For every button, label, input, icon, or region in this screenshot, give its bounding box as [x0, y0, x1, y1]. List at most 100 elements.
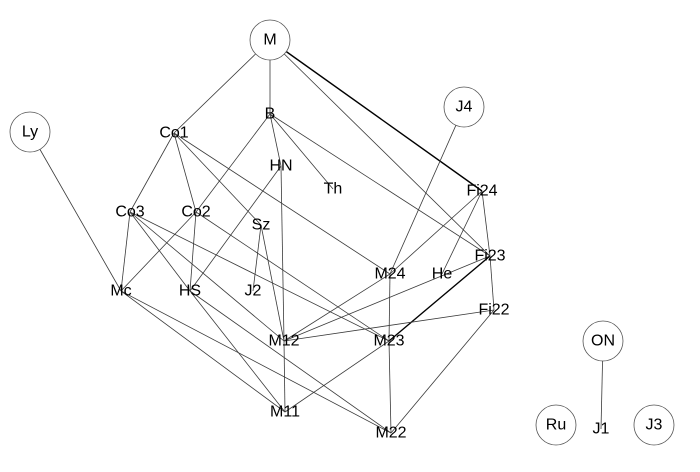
node-m24: M24	[374, 266, 405, 283]
edge-hn-m12	[280, 165, 285, 342]
edge-fi24-fi23	[481, 190, 491, 257]
edge-m-fi23	[269, 39, 491, 257]
edge-sz-j2	[252, 224, 262, 292]
node-fi24: Fi24	[466, 183, 497, 200]
node-label: J4	[456, 99, 473, 116]
edge-b-th	[269, 113, 334, 190]
node-b: B	[265, 106, 276, 123]
node-j3: J3	[633, 404, 675, 446]
node-on: ON	[582, 320, 624, 362]
node-hs: HS	[179, 283, 201, 300]
node-label: B	[265, 106, 276, 123]
node-layer: M B Co1 Ly J4 HN Th Fi24 Co3 Co2 Sz Fi23 He M24 Mc HS J2…	[9, 19, 675, 446]
edge-hs-m11	[189, 290, 286, 413]
node-fi23: Fi23	[474, 248, 505, 265]
edge-j4-m24	[389, 106, 465, 275]
edge-m24-m23	[388, 273, 391, 342]
node-label: ON	[591, 333, 615, 350]
node-m11: M11	[270, 404, 300, 421]
node-label: Co2	[181, 204, 210, 221]
edge-sz-m12	[260, 224, 285, 342]
node-co1: Co1	[159, 125, 188, 142]
edge-fi24-he	[441, 190, 483, 275]
node-label: HN	[269, 158, 292, 175]
edge-ly-mc	[29, 131, 122, 292]
node-label: J1	[593, 421, 610, 438]
edge-co1-co2	[173, 132, 197, 213]
edge-fi23-m12	[283, 255, 491, 342]
node-co2: Co2	[181, 204, 210, 221]
node-ly: Ly	[9, 111, 51, 153]
node-sz: Sz	[252, 217, 271, 234]
node-label: Co3	[115, 204, 144, 221]
edge-fi24-m24	[389, 190, 483, 275]
edge-m12-m11	[283, 340, 286, 413]
edge-co2-m23	[195, 211, 390, 342]
edge-fi23-m23	[388, 255, 491, 342]
node-circle	[582, 320, 624, 362]
edge-hs-m22	[189, 290, 392, 434]
node-circle	[633, 404, 675, 446]
edge-m-fi24	[269, 39, 483, 192]
node-circle	[249, 19, 291, 61]
node-he: He	[432, 266, 453, 283]
edge-m24-m12	[283, 273, 391, 342]
edge-b-co2	[195, 113, 271, 213]
edge-layer	[29, 39, 604, 434]
node-label: He	[432, 266, 453, 283]
node-label: J3	[646, 417, 663, 434]
node-label: Co1	[159, 125, 188, 142]
node-j4: J4	[443, 86, 485, 128]
edge-co2-mc	[120, 211, 197, 292]
node-label: Th	[324, 181, 343, 198]
edge-co3-mc	[120, 211, 131, 292]
edge-co3-m23	[129, 211, 390, 342]
node-label: Fi23	[474, 248, 505, 265]
edge-co3-m12	[129, 211, 285, 342]
node-th: Th	[324, 181, 343, 198]
node-m12: M12	[268, 333, 299, 350]
edge-fi22-m12	[283, 309, 495, 342]
edge-fi22-m22	[390, 309, 495, 434]
node-co3: Co3	[115, 204, 144, 221]
edge-fi23-fi22	[489, 255, 495, 311]
node-m22: M22	[375, 425, 406, 442]
node-hn: HN	[269, 158, 292, 175]
node-label: Mc	[110, 283, 131, 300]
edge-mc-m11	[120, 290, 286, 413]
node-label: J2	[245, 283, 262, 300]
node-m: M	[249, 19, 291, 61]
node-j1: J1	[593, 421, 610, 438]
node-label: M22	[375, 425, 406, 442]
node-label: Fi24	[466, 183, 497, 200]
edge-m-co1	[173, 39, 271, 134]
node-label: M12	[268, 333, 299, 350]
edge-hn-hs	[189, 165, 282, 292]
node-circle	[443, 86, 485, 128]
edge-m23-m22	[388, 340, 392, 434]
edge-mc-m22	[120, 290, 392, 434]
edge-co1-co3	[129, 132, 175, 213]
node-label: Ly	[22, 124, 38, 141]
node-m23: M23	[373, 333, 404, 350]
edge-m23-m11	[284, 340, 390, 413]
node-label: M23	[373, 333, 404, 350]
edge-b-fi23	[269, 113, 491, 257]
edge-co2-hs	[189, 211, 197, 292]
node-label: M11	[270, 404, 300, 421]
node-label: Ru	[546, 417, 566, 434]
node-label: HS	[179, 283, 201, 300]
edge-b-hn	[269, 113, 282, 167]
node-label: M	[263, 32, 276, 49]
node-circle	[535, 404, 577, 446]
edge-co3-hs	[129, 211, 191, 292]
edge-co1-sz	[173, 132, 262, 226]
node-label: Fi22	[478, 302, 509, 319]
node-fi22: Fi22	[478, 302, 509, 319]
node-label: M24	[374, 266, 405, 283]
node-mc: Mc	[110, 283, 131, 300]
node-label: Sz	[252, 217, 271, 234]
node-j2: J2	[245, 283, 262, 300]
node-ru: Ru	[535, 404, 577, 446]
